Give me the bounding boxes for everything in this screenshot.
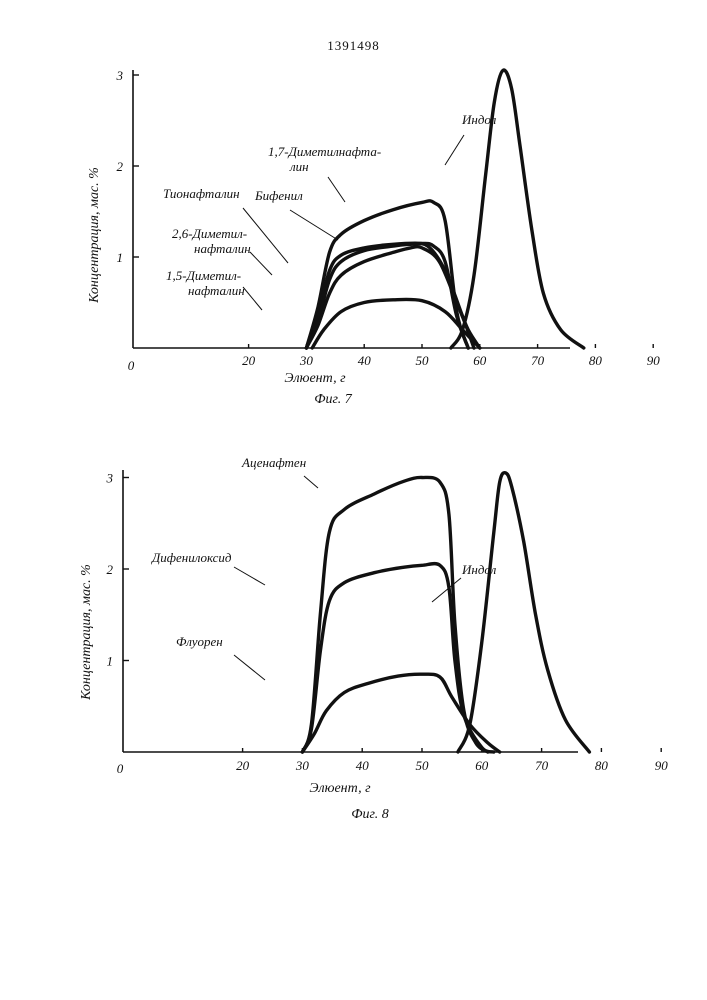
series-label-line: 2,6-Диметил- — [172, 226, 247, 241]
series-label-3: Тионафталин — [163, 186, 240, 201]
series-label-line: 1,5-Диметил- — [166, 268, 241, 283]
series-label-line: Дифенилоксид — [150, 550, 232, 565]
series-label-line: нафталин — [194, 241, 251, 256]
series-label-line: Аценафтен — [241, 455, 306, 470]
y-tick-label: 2 — [117, 159, 124, 174]
leader-line — [304, 476, 318, 488]
chart-1: 0 20 30 40 50 60 70 80 90 1 2 3 Концентрация, мас. %… — [87, 68, 660, 407]
series-label-line: Индол — [461, 112, 497, 127]
x-tick-label: 60 — [475, 758, 489, 773]
series-label-line: Тионафталин — [163, 186, 240, 201]
series-label-4: Индол — [461, 562, 497, 577]
x-tick-label: 70 — [531, 353, 545, 368]
x-tick-label: 50 — [416, 353, 430, 368]
y-axis-title: Концентрация, мас. % — [87, 167, 102, 304]
series-label-4: 2,6-Диметил-нафталин — [172, 226, 251, 256]
leader-line — [243, 287, 262, 310]
series-label-2: Бифенил — [254, 188, 303, 203]
x-tick-label: 40 — [356, 758, 370, 773]
x-tick-label: 0 — [117, 761, 124, 776]
x-tick-label: 20 — [242, 353, 256, 368]
y-tick-label: 3 — [106, 471, 114, 486]
series-label-line: 1,7-Диметилнафта- — [268, 144, 381, 159]
x-axis-title: Элюент, г — [284, 371, 346, 386]
series-label-line: Флуорен — [176, 634, 223, 649]
leader-line — [290, 210, 338, 240]
leader-line — [234, 655, 265, 680]
series-label-line: нафталин — [188, 283, 245, 298]
y-axis-title: Концентрация, мас. % — [79, 564, 94, 701]
x-tick-label: 80 — [589, 353, 603, 368]
figure-caption: Фиг. 7 — [314, 392, 353, 407]
x-tick-label: 30 — [295, 758, 310, 773]
y-tick-label: 1 — [117, 250, 124, 265]
x-tick-label: 60 — [473, 353, 487, 368]
x-tick-label: 50 — [416, 758, 430, 773]
series-label-6: Индол — [461, 112, 497, 127]
series-label-line: лин — [289, 159, 309, 174]
x-tick-label: 20 — [236, 758, 250, 773]
y-tick-label: 1 — [107, 654, 114, 669]
chart-2: 0 20 30 40 50 60 70 80 90 1 2 3 Концентрация, мас. %… — [79, 455, 668, 822]
series-label-1: Аценафтен — [241, 455, 306, 470]
leader-line — [250, 252, 272, 275]
leader-line — [328, 177, 345, 202]
y-tick-label: 3 — [116, 68, 124, 83]
figure-caption: Фиг. 8 — [351, 807, 389, 822]
y-tick-label: 2 — [107, 562, 114, 577]
x-tick-label: 0 — [128, 358, 135, 373]
x-tick-label: 90 — [655, 758, 669, 773]
series-label-3: Флуорен — [176, 634, 223, 649]
x-tick-label: 80 — [595, 758, 609, 773]
series-line-3 — [302, 674, 499, 752]
x-tick-label: 30 — [299, 353, 314, 368]
leader-line — [445, 135, 464, 165]
x-tick-label: 90 — [647, 353, 661, 368]
series-line-2 — [306, 243, 468, 348]
series-label-2: Дифенилоксид — [150, 550, 232, 565]
series-label-1: 1,7-Диметилнафта-лин — [268, 144, 381, 174]
x-tick-label: 70 — [535, 758, 549, 773]
x-tick-label: 40 — [358, 353, 372, 368]
series-label-line: Бифенил — [254, 188, 303, 203]
series-label-line: Индол — [461, 562, 497, 577]
x-axis-title: Элюент, г — [309, 781, 371, 796]
series-label-5: 1,5-Диметил-нафталин — [166, 268, 245, 298]
series-line-4 — [458, 473, 590, 752]
leader-line — [234, 567, 265, 585]
